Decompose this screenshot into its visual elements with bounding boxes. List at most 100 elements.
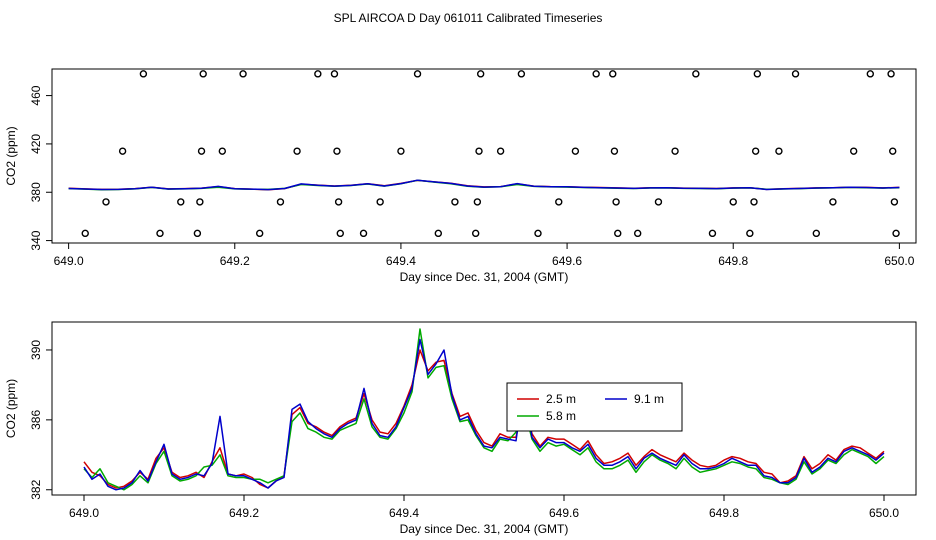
outlier-point: [293, 147, 301, 155]
outlier-point: [276, 198, 285, 206]
figure-title: SPL AIRCOA D Day 061011 Calibrated Times…: [334, 11, 603, 25]
outlier-point: [775, 147, 783, 155]
outlier-point: [81, 229, 89, 238]
x-axis-label: Day since Dec. 31, 2004 (GMT): [400, 270, 569, 284]
outlier-point: [753, 70, 762, 78]
outlier-point: [889, 147, 897, 155]
outlier-point: [890, 198, 899, 206]
legend: 2.5 m 5.8 m 9.1 m: [506, 382, 683, 432]
outlier-point: [654, 198, 663, 206]
top-panel-calibrated-timeseries: 649.0 649.2 649.4 649.6 649.8 650.0 340 380 420 4…: [4, 68, 917, 284]
y-tick-label: 386: [29, 410, 43, 430]
outlier-point: [177, 198, 185, 206]
x-tick-label: 649.0: [54, 254, 84, 268]
outlier-point: [376, 198, 384, 206]
y-tick-label: 420: [29, 134, 43, 154]
y-tick-label: 460: [29, 85, 43, 105]
outlier-point: [751, 147, 760, 155]
x-tick-label: 649.6: [549, 506, 579, 520]
outlier-point: [708, 229, 717, 238]
outlier-point: [496, 147, 505, 155]
outlier-point: [197, 147, 206, 155]
outlier-point: [534, 229, 542, 238]
y-tick-label: 390: [29, 340, 43, 360]
outlier-point: [330, 70, 339, 78]
outlier-point: [812, 229, 821, 238]
outlier-point: [614, 229, 622, 238]
x-tick-label: 649.8: [709, 506, 739, 520]
outlier-point: [609, 70, 617, 78]
y-tick-label: 382: [29, 479, 43, 499]
plot-frame: [51, 321, 917, 496]
x-tick-label: 649.4: [386, 254, 416, 268]
outlier-point: [571, 147, 580, 155]
y-axis-label: CO2 (ppm): [4, 379, 18, 438]
x-tick-label: 650.0: [884, 254, 914, 268]
legend-label: 5.8 m: [546, 409, 576, 423]
outlier-point: [475, 147, 483, 155]
x-tick-label: 649.2: [229, 506, 259, 520]
y-tick-label: 380: [29, 182, 43, 202]
y-tick-label: 340: [29, 230, 43, 250]
outlier-point: [849, 147, 858, 155]
outlier-point: [102, 198, 110, 206]
outlier-point: [196, 198, 204, 206]
outlier-point: [791, 70, 800, 78]
outlier-point: [314, 70, 322, 78]
outlier-point: [746, 229, 754, 238]
series-line-2-5-m: [83, 349, 885, 489]
outlier-point: [199, 70, 207, 78]
outlier-point: [866, 70, 875, 78]
outlier-point: [156, 229, 164, 238]
outlier-point: [592, 70, 600, 78]
outlier-point: [750, 198, 758, 206]
outlier-point: [729, 198, 737, 206]
legend-label: 2.5 m: [546, 392, 576, 406]
legend-label: 9.1 m: [634, 392, 664, 406]
outlier-point: [633, 229, 642, 238]
plot-frame: [51, 68, 917, 244]
x-tick-label: 649.4: [389, 506, 419, 520]
outlier-point: [434, 229, 443, 238]
bottom-panel-profile-timeseries: 649.0 649.2 649.4 649.6 649.8 650.0 382 386 390 D…: [4, 321, 917, 536]
series-line-2: [68, 179, 900, 191]
x-tick-label: 649.2: [220, 254, 250, 268]
x-tick-label: 650.0: [869, 506, 899, 520]
outlier-point: [671, 147, 679, 155]
outlier-point: [239, 70, 247, 78]
legend-box: [506, 382, 683, 432]
outlier-point: [118, 147, 127, 155]
plot-area: [83, 328, 885, 491]
outlier-point: [476, 70, 485, 78]
outlier-point: [692, 70, 700, 78]
outlier-point: [255, 229, 264, 238]
outlier-point: [193, 229, 202, 238]
outlier-point: [139, 70, 148, 78]
outlier-point: [334, 198, 343, 206]
outlier-point: [473, 198, 482, 206]
outlier-point: [333, 147, 341, 155]
outlier-point: [829, 198, 837, 206]
outlier-point: [359, 229, 368, 238]
outlier-point: [413, 70, 422, 78]
plot-area: [68, 70, 900, 238]
outlier-point: [471, 229, 480, 238]
series-line-5-8-m: [83, 328, 885, 491]
outlier-point: [451, 198, 459, 206]
y-axis-label: CO2 (ppm): [4, 126, 18, 185]
outlier-point: [612, 198, 620, 206]
outlier-point: [517, 70, 526, 78]
x-tick-label: 649.8: [718, 254, 748, 268]
x-tick-label: 649.6: [552, 254, 582, 268]
outlier-point: [555, 198, 563, 206]
outlier-point: [397, 147, 405, 155]
series-line-9-1-m: [83, 338, 885, 491]
x-axis-label: Day since Dec. 31, 2004 (GMT): [400, 522, 569, 536]
outlier-point: [218, 147, 227, 155]
outlier-point: [336, 229, 344, 238]
outlier-point: [892, 229, 900, 238]
outlier-point: [887, 70, 895, 78]
outlier-point: [610, 147, 619, 155]
